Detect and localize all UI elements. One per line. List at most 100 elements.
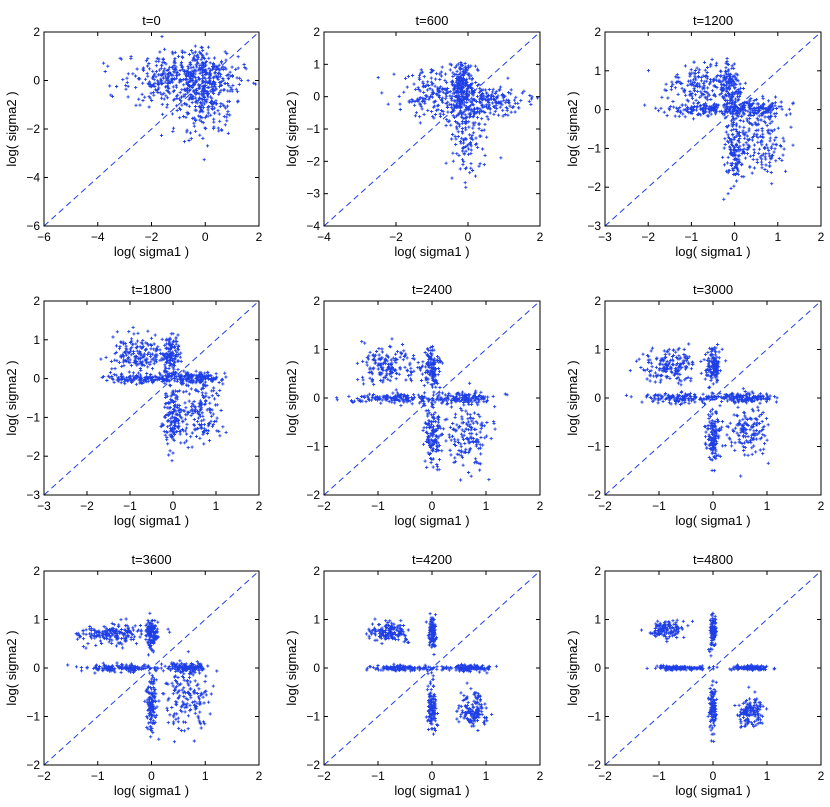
y-tick-label: −6 <box>26 219 40 233</box>
data-point-markers <box>335 337 509 482</box>
y-tick-label: 0 <box>313 391 320 405</box>
y-tick-label: 2 <box>33 25 40 39</box>
diagonal-line <box>323 31 541 227</box>
panel-t-2400: t=2400 −2 −1 0 1 2 −2 −1 0 1 2 log( sigma1 ) log( si… <box>284 282 544 528</box>
diagonal-line <box>604 31 822 227</box>
panel-t-0: t=0 −6 −4 −2 0 2 −6 −4 −2 0 2 log( sigma1 ) log( sig… <box>4 13 263 259</box>
y-tick-label: −2 <box>26 449 40 463</box>
x-tick-label: 0 <box>148 769 155 783</box>
x-tick-label: −1 <box>371 499 385 513</box>
y-axis-label: log( sigma2 ) <box>4 91 19 166</box>
x-tick-label: 1 <box>764 499 771 513</box>
x-tick-label: −2 <box>317 769 331 783</box>
x-tick-label: −4 <box>317 230 331 244</box>
scatter-points <box>364 612 498 736</box>
scatter-points <box>376 60 540 189</box>
x-axis-label: log( sigma1 ) <box>394 513 469 528</box>
scatter-points <box>102 35 258 162</box>
data-point-markers <box>66 611 219 744</box>
y-tick-label: −1 <box>587 141 601 155</box>
y-tick-label: 1 <box>313 613 320 627</box>
y-tick-label: −1 <box>587 710 601 724</box>
x-tick-label: −1 <box>91 769 105 783</box>
x-tick-label: 0 <box>202 230 209 244</box>
data-point-markers <box>99 325 228 463</box>
y-tick-label: 0 <box>33 74 40 88</box>
y-tick-label: −4 <box>26 171 40 185</box>
scatter-points <box>99 325 228 463</box>
x-tick-label: −1 <box>652 499 666 513</box>
y-tick-label: 2 <box>594 25 601 39</box>
panel-t-1200: t=1200 −3 −2 −1 0 1 2 −3 −2 −1 0 1 2 log( sigma1 ) log… <box>565 13 825 259</box>
x-tick-label: 0 <box>429 769 436 783</box>
panel-t-600: t=600 −4 −2 0 2 −4 −3 −2 −1 0 1 2 log( sigma1 ) log( … <box>284 13 544 259</box>
panel-title: t=4200 <box>412 552 452 567</box>
y-tick-label: 1 <box>313 343 320 357</box>
axes-frame <box>43 300 260 496</box>
x-tick-label: −1 <box>685 230 699 244</box>
y-tick-label: 2 <box>594 564 601 578</box>
x-tick-label: 0 <box>170 499 177 513</box>
x-tick-label: 0 <box>710 769 717 783</box>
x-tick-label: 2 <box>818 499 825 513</box>
x-tick-label: −2 <box>598 499 612 513</box>
x-tick-label: 2 <box>256 769 263 783</box>
y-tick-label: −1 <box>26 410 40 424</box>
panel-title: t=3000 <box>693 282 733 297</box>
y-tick-label: 2 <box>313 564 320 578</box>
y-tick-label: 1 <box>594 64 601 78</box>
data-point-markers <box>102 35 258 162</box>
y-tick-label: 0 <box>594 391 601 405</box>
y-tick-label: −3 <box>26 488 40 502</box>
x-tick-label: 1 <box>764 769 771 783</box>
x-tick-label: 0 <box>429 499 436 513</box>
y-tick-label: −2 <box>26 758 40 772</box>
x-tick-label: 2 <box>818 230 825 244</box>
y-tick-label: 0 <box>594 103 601 117</box>
axes-frame <box>604 31 822 227</box>
y-tick-label: −2 <box>306 154 320 168</box>
diagonal-line <box>43 570 260 766</box>
panel-title: t=600 <box>416 13 449 28</box>
x-tick-label: 2 <box>537 499 544 513</box>
x-axis-label: log( sigma1 ) <box>114 244 189 259</box>
scatter-points <box>639 611 777 743</box>
x-tick-label: −2 <box>317 499 331 513</box>
y-tick-label: 1 <box>33 613 40 627</box>
data-point-markers <box>376 60 540 189</box>
x-tick-label: 2 <box>256 499 263 513</box>
panel-t-4800: t=4800 −2 −1 0 1 2 −2 −1 0 1 2 log( sigma1 ) log( si… <box>565 552 825 798</box>
x-axis-label: log( sigma1 ) <box>114 513 189 528</box>
x-tick-label: 0 <box>465 230 472 244</box>
y-tick-label: 2 <box>33 564 40 578</box>
y-tick-label: −2 <box>306 758 320 772</box>
y-axis-label: log( sigma2 ) <box>4 360 19 435</box>
x-tick-label: 2 <box>537 230 544 244</box>
y-axis-label: log( sigma2 ) <box>284 360 299 435</box>
scatter-points <box>624 342 779 478</box>
x-tick-label: −2 <box>145 230 159 244</box>
x-tick-label: 2 <box>818 769 825 783</box>
scatter-points <box>643 57 795 201</box>
data-point-markers <box>364 612 498 736</box>
panel-t-1800: t=1800 −3 −2 −1 0 1 2 −3 −2 −1 0 1 2 log( sigma1 ) log… <box>4 282 263 528</box>
x-tick-label: −2 <box>641 230 655 244</box>
x-tick-label: 2 <box>256 230 263 244</box>
panel-title: t=4800 <box>693 552 733 567</box>
x-tick-label: −6 <box>37 230 51 244</box>
x-tick-label: 1 <box>774 230 781 244</box>
data-point-markers <box>624 342 779 478</box>
diagonal-line <box>43 31 260 227</box>
y-tick-label: 0 <box>33 661 40 675</box>
y-tick-label: −2 <box>306 488 320 502</box>
x-axis-label: log( sigma1 ) <box>394 244 469 259</box>
x-tick-label: 2 <box>537 769 544 783</box>
y-axis-label: log( sigma2 ) <box>4 630 19 705</box>
x-tick-label: −1 <box>123 499 137 513</box>
y-tick-label: 1 <box>594 613 601 627</box>
panel-title: t=3600 <box>131 552 171 567</box>
panel-t-4200: t=4200 −2 −1 0 1 2 −2 −1 0 1 2 log( sigma1 ) log( si… <box>284 552 544 798</box>
x-tick-label: −1 <box>652 769 666 783</box>
x-tick-label: −2 <box>80 499 94 513</box>
y-axis-label: log( sigma2 ) <box>565 360 580 435</box>
